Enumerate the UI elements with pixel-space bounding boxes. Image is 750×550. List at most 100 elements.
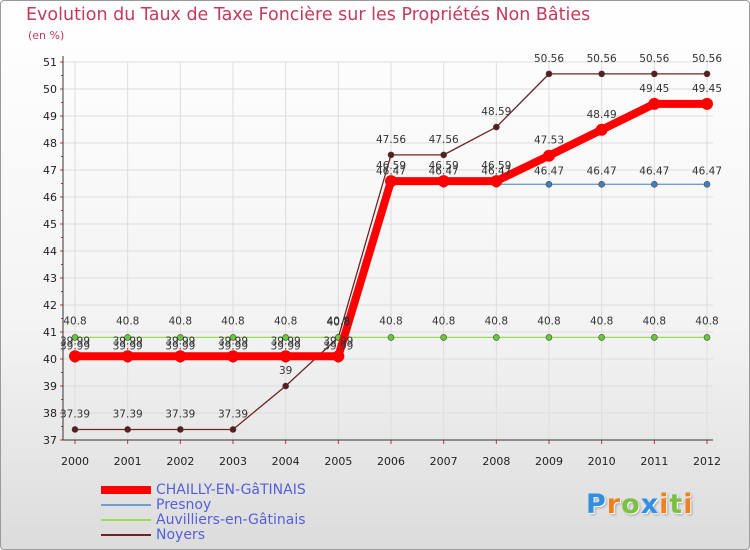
- data-label: 40.8: [432, 315, 455, 327]
- x-tick-label: 2002: [166, 455, 194, 468]
- data-label: 40.8: [590, 315, 613, 327]
- data-label: 40.8: [327, 316, 350, 328]
- data-label: 40.8: [537, 315, 560, 327]
- logo-letter: o: [621, 489, 641, 520]
- legend-swatch: [101, 504, 151, 506]
- data-point: [703, 181, 711, 188]
- legend-swatch: [101, 534, 151, 536]
- x-tick-label: 2008: [482, 455, 510, 468]
- data-label: 46.59: [429, 160, 459, 172]
- data-point: [651, 70, 658, 78]
- data-label: 39.99: [165, 335, 195, 347]
- data-point: [545, 181, 553, 188]
- data-point: [385, 175, 397, 188]
- data-point: [229, 426, 237, 433]
- legend-label: Noyers: [156, 527, 205, 543]
- x-tick-label: 2011: [640, 455, 668, 468]
- data-label: 46.47: [481, 165, 511, 177]
- y-tick-label: 38: [43, 407, 57, 420]
- y-tick-label: 39: [43, 380, 57, 393]
- chart-title: Evolution du Taux de Taxe Foncière sur l…: [26, 5, 591, 25]
- x-tick-label: 2010: [588, 455, 616, 468]
- data-label: 40.8: [643, 315, 666, 327]
- legend-label: Auvilliers-en-Gâtinais: [156, 512, 306, 528]
- data-point: [177, 334, 184, 341]
- data-label: 46.59: [481, 160, 511, 172]
- data-point: [174, 350, 187, 363]
- y-tick-label: 42: [43, 299, 57, 312]
- data-label: 46.47: [376, 165, 406, 177]
- data-label: 46.59: [376, 160, 406, 172]
- data-label: 40.8: [63, 315, 86, 327]
- data-point: [493, 123, 500, 131]
- data-point: [437, 175, 450, 188]
- y-tick-label: 44: [43, 245, 57, 258]
- data-label: 50.56: [587, 53, 617, 65]
- data-label: 40.8: [379, 315, 402, 327]
- data-label: 46.47: [587, 165, 617, 177]
- x-tick-label: 2005: [324, 455, 352, 468]
- data-label: 39.99: [113, 340, 143, 352]
- data-point: [229, 334, 237, 341]
- data-label: 48.59: [481, 106, 511, 118]
- data-label: 39: [279, 365, 292, 377]
- data-point: [598, 70, 605, 78]
- y-tick-label: 51: [43, 56, 57, 69]
- data-point: [71, 334, 79, 341]
- x-tick-label: 2003: [219, 455, 247, 468]
- data-label: 37.39: [165, 408, 195, 420]
- series-layer: [69, 70, 713, 433]
- logo-letter: r: [606, 489, 622, 520]
- y-tick-label: 43: [43, 272, 57, 285]
- data-label: 39.99: [60, 335, 90, 347]
- data-point: [332, 350, 345, 363]
- data-label: 50.56: [692, 53, 722, 65]
- x-tick-label: 2009: [535, 455, 563, 468]
- data-point: [701, 97, 713, 110]
- data-point: [545, 70, 553, 78]
- data-label: 39.99: [218, 335, 248, 347]
- unit-label: (en %): [28, 29, 65, 42]
- data-label: 47.56: [429, 134, 459, 146]
- data-label: 39.99: [165, 340, 195, 352]
- data-point: [387, 334, 395, 341]
- data-label: 39.99: [271, 335, 301, 347]
- x-tick-label: 2006: [377, 455, 405, 468]
- proxiti-logo: Proxiti: [586, 489, 694, 520]
- data-label: 49.45: [692, 83, 722, 95]
- data-point: [282, 334, 289, 341]
- logo-letter: x: [640, 489, 660, 520]
- data-point: [69, 350, 81, 363]
- data-label: 39.99: [218, 340, 248, 352]
- data-label: 40.8: [327, 315, 350, 327]
- legend-label: Presnoy: [156, 497, 212, 513]
- data-point: [279, 350, 292, 363]
- y-tick-label: 41: [43, 326, 57, 339]
- legend-label: CHAILLY-EN-GâTINAIS: [156, 482, 306, 498]
- data-label: 46.47: [534, 165, 564, 177]
- grid: [63, 61, 713, 441]
- data-label: 40.8: [116, 315, 139, 327]
- data-point: [440, 334, 447, 341]
- data-point: [490, 175, 503, 188]
- data-label: 47.56: [376, 134, 406, 146]
- data-label: 40.8: [274, 315, 297, 327]
- data-point: [440, 151, 447, 159]
- y-tick-label: 40: [43, 353, 57, 366]
- data-point: [124, 334, 131, 341]
- x-tick-label: 2001: [114, 455, 142, 468]
- data-label: 39.99: [60, 340, 90, 352]
- x-tick-label: 2012: [693, 455, 721, 468]
- data-label: 46.47: [692, 165, 722, 177]
- data-label: 39.99: [271, 340, 301, 352]
- data-label: 40.8: [169, 315, 192, 327]
- y-tick-label: 47: [43, 164, 57, 177]
- data-label: 37.39: [113, 408, 143, 420]
- data-point: [598, 334, 605, 341]
- data-point: [595, 123, 608, 136]
- data-labels: 37.39 37.39 37.39 37.39 39 40.8 47.56 47.56 48.5…: [60, 53, 722, 421]
- data-point: [648, 97, 661, 110]
- data-label: 48.49: [587, 109, 617, 121]
